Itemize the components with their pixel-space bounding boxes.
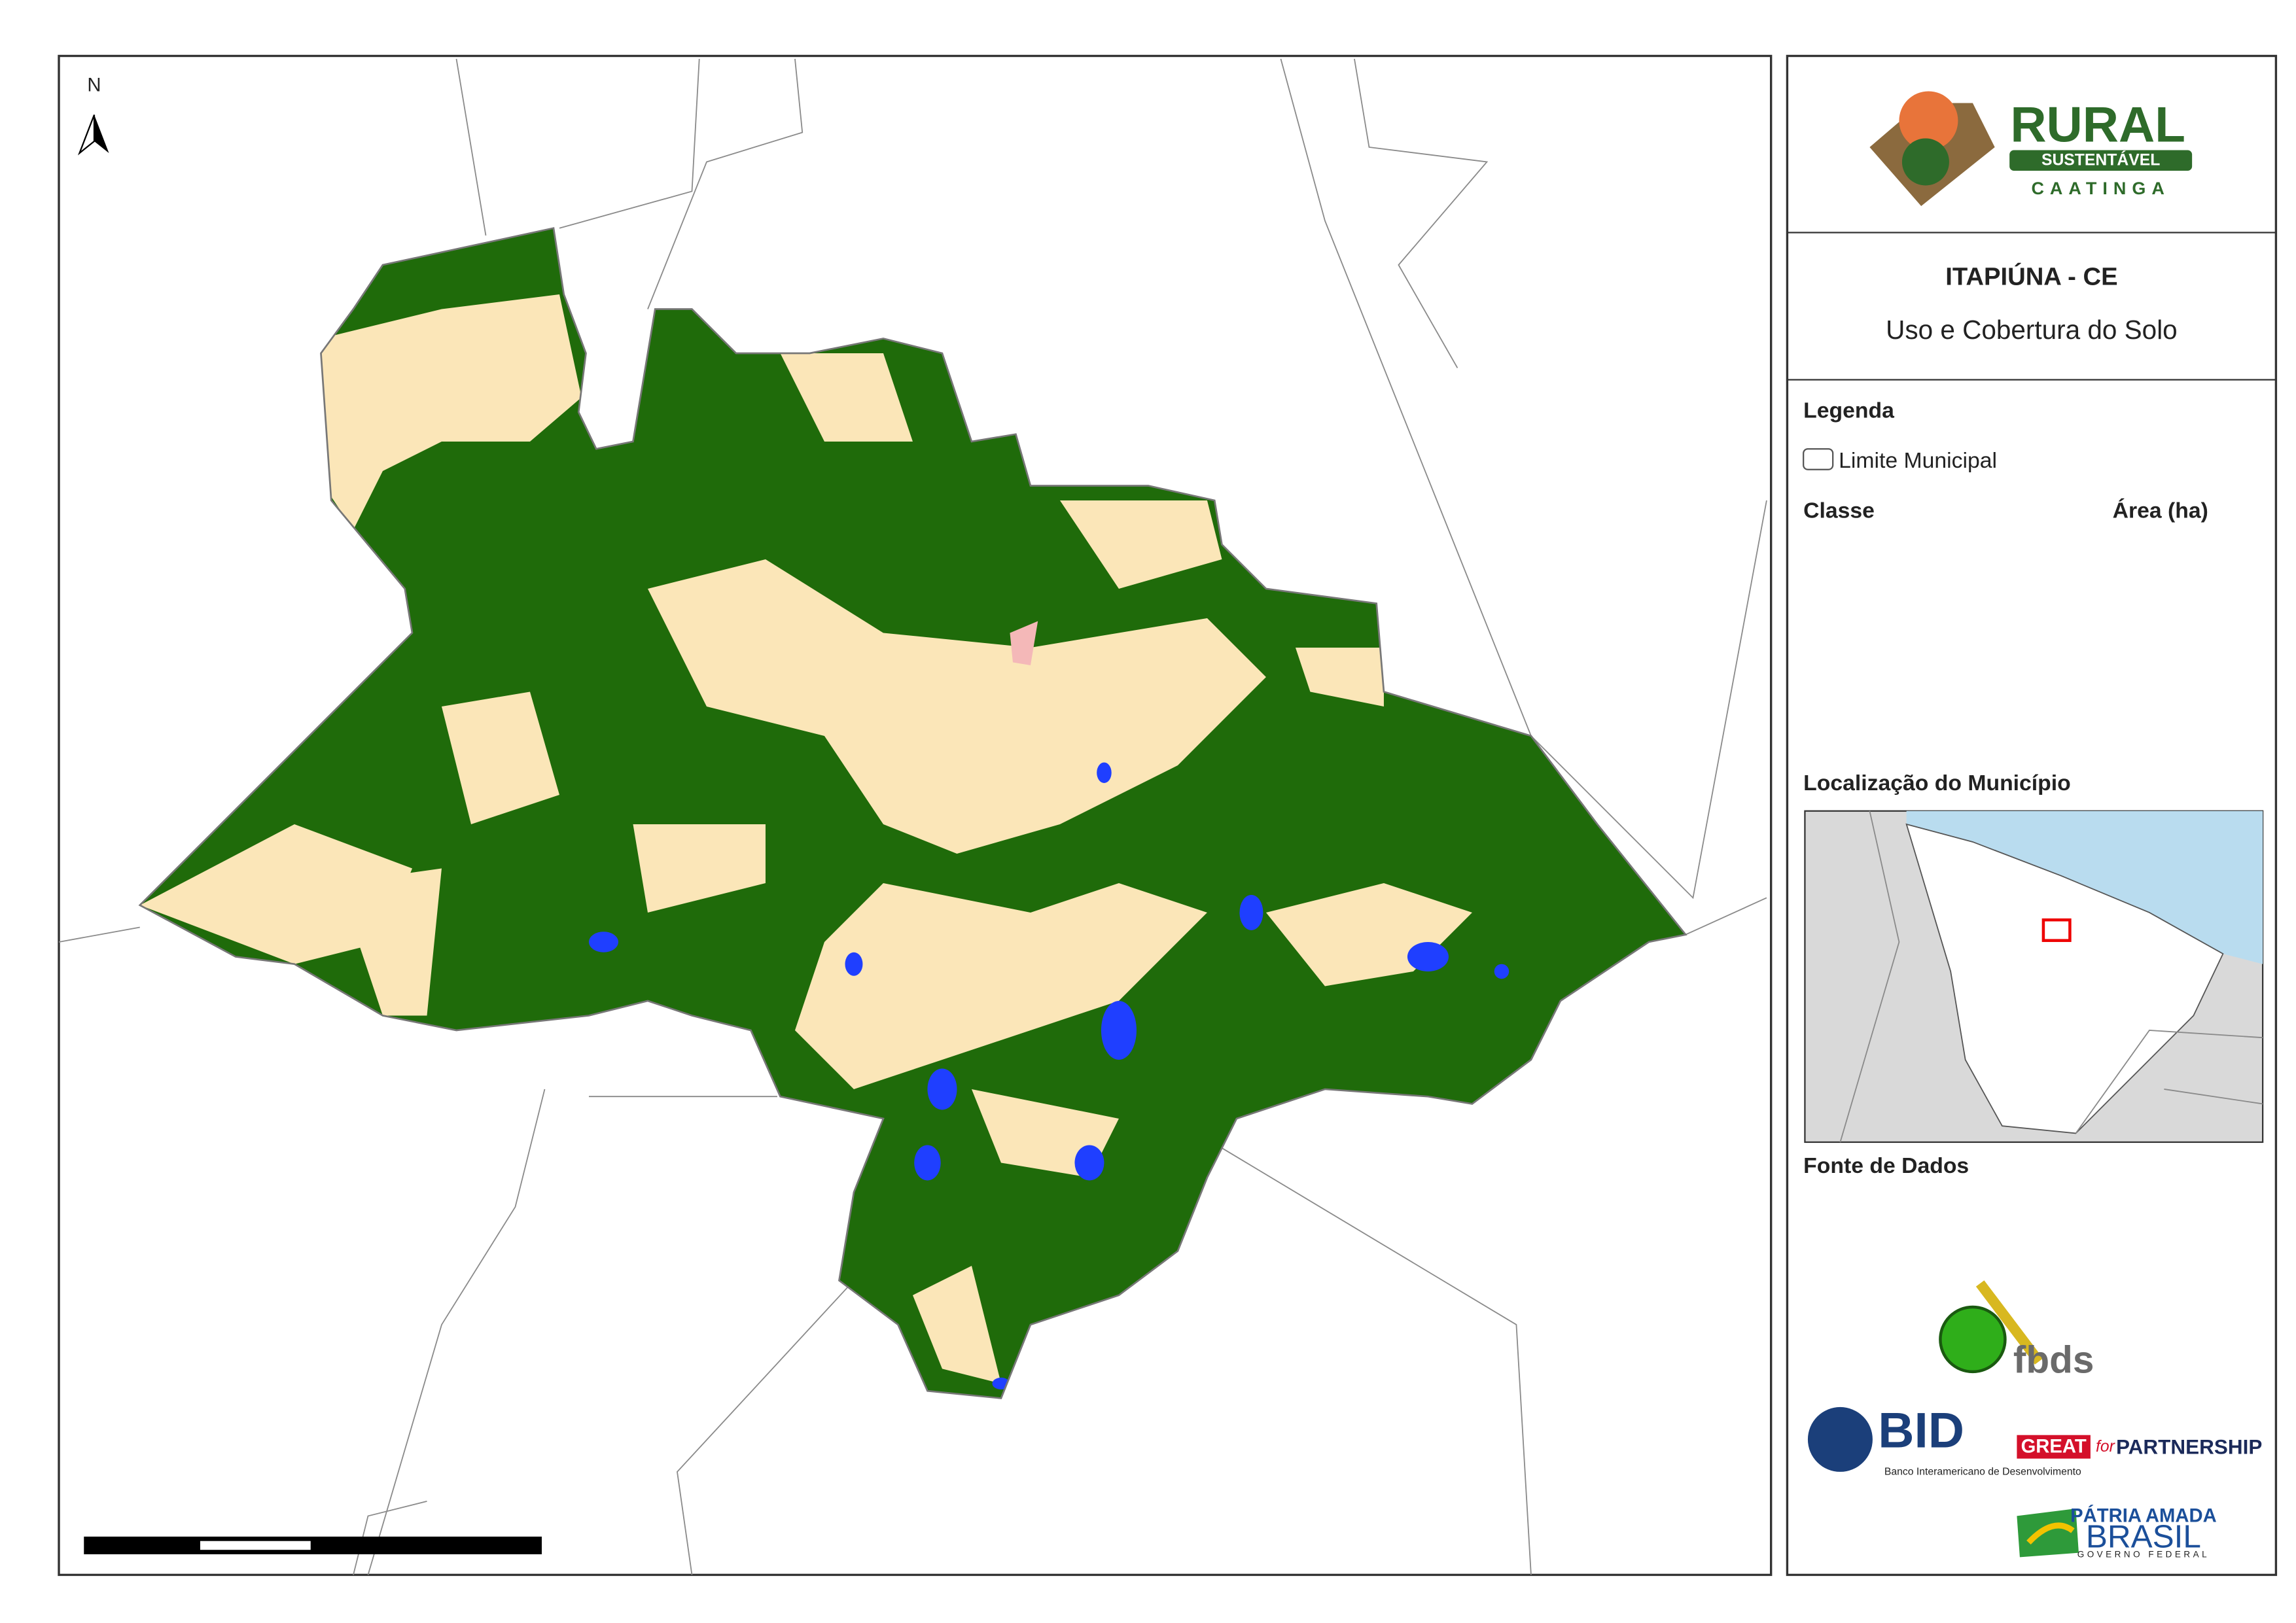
sources-title: Fonte de Dados <box>1803 1153 1969 1178</box>
subtitle: Uso e Cobertura do Solo <box>1886 315 2178 345</box>
scale-bar <box>84 1536 542 1554</box>
north-arrow: N <box>77 75 109 156</box>
title: ITAPIÚNA - CE <box>1945 262 2117 290</box>
fbds-logo: fbds <box>2013 1338 2094 1381</box>
gov: GOVERNO FEDERAL <box>2077 1549 2210 1559</box>
area-header: Área (ha) <box>2113 498 2208 523</box>
partnership: PARTNERSHIP <box>2116 1435 2262 1459</box>
neighbor-boundaries <box>58 58 1767 1575</box>
patria: PÁTRIA AMADA <box>2070 1504 2217 1526</box>
bid-logo: BID <box>1878 1403 1964 1458</box>
logo-region: CAATINGA <box>2031 179 2170 198</box>
bid-name: Banco Interamericano de Desenvolvimento <box>1884 1466 2081 1477</box>
great-logo: GREAT <box>2021 1437 2087 1457</box>
location-title: Localização do Município <box>1803 771 2071 795</box>
brasil: BRASIL <box>2086 1518 2201 1554</box>
rural-logo: RURAL SUSTENTÁVEL CAATINGA <box>1869 91 2193 206</box>
legend-title: Legenda <box>1803 398 1894 423</box>
class-header: Classe <box>1803 498 1875 523</box>
partner-logos: fbds BID Banco Interamericano de Desenvo… <box>1807 1280 2262 1559</box>
north-label: N <box>87 75 101 96</box>
location-inset <box>1804 810 2264 1143</box>
logo-tag: SUSTENTÁVEL <box>2041 151 2160 169</box>
boundary-label: Limite Municipal <box>1839 448 1997 473</box>
logo-name: RURAL <box>2010 97 2185 153</box>
great-for: for <box>2096 1438 2116 1456</box>
